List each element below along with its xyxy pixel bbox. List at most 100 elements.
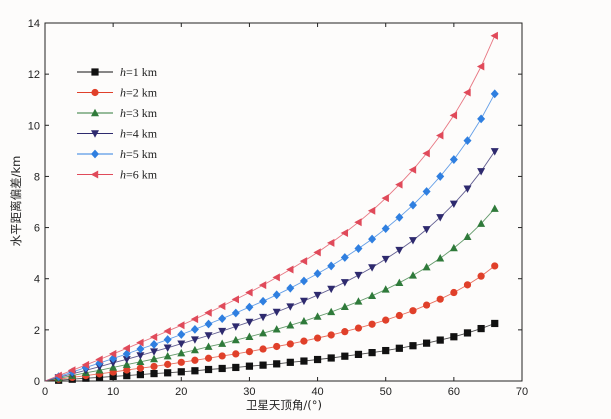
data-point [313,269,322,278]
data-point [177,348,186,357]
data-point [272,325,281,333]
data-point [232,363,240,372]
data-point [272,308,281,317]
data-point [354,324,363,332]
data-point [368,349,376,357]
data-point [340,302,349,311]
legend-marker [91,88,99,97]
y-tick-label: 12 [28,69,40,81]
data-point [491,262,499,270]
legend-marker [91,108,99,117]
data-point [286,283,295,293]
data-point [477,324,485,333]
data-point [68,366,76,375]
data-point [368,264,377,272]
data-point [108,349,117,358]
data-point [204,319,213,329]
data-point [231,323,240,331]
data-point [436,172,445,181]
x-tick-label: 0 [42,386,48,398]
data-point [232,350,240,358]
data-point [204,332,213,340]
data-point [327,238,335,247]
data-point [163,351,172,360]
data-point [313,334,322,342]
y-tick-label: 10 [28,120,40,132]
data-point [449,111,458,120]
data-point [231,295,239,304]
data-point [367,206,376,215]
data-point [450,333,458,341]
data-point [368,320,376,328]
legend-label: h=3 km [120,106,158,120]
legend-item: h=4 km [77,127,158,141]
data-point [395,278,404,287]
data-point [463,136,472,146]
data-point [286,321,295,329]
data-point [436,131,444,140]
legend-label: h=5 km [120,147,158,161]
data-point [381,285,390,293]
data-point [381,224,390,233]
data-point [341,328,349,336]
legend-label: h=6 km [120,168,158,182]
data-point [477,114,486,124]
data-point [395,246,404,255]
y-tick-label: 14 [28,18,40,30]
data-point [217,302,226,311]
data-point [327,261,336,271]
legend-marker [91,149,99,159]
data-point [149,333,158,342]
data-point [340,228,349,237]
data-point [463,88,471,97]
data-point [436,254,445,262]
data-point [177,330,186,339]
data-point [122,349,131,359]
data-point [382,316,390,324]
data-point [164,369,172,377]
data-point [218,364,226,373]
data-point [299,257,308,266]
data-point [273,342,281,351]
data-point [136,364,144,372]
data-point [340,279,349,287]
data-point [354,271,363,280]
series-line [44,323,495,382]
data-point [259,328,268,337]
data-point [204,365,213,374]
data-point [136,371,144,379]
legend-label: h=1 km [120,65,158,79]
data-point [136,357,145,366]
data-point [463,185,472,193]
data-point [81,363,90,372]
series-5 [44,89,499,382]
legend-marker [91,130,99,138]
data-point [150,354,159,363]
data-point [245,318,254,327]
y-tick-label: 4 [34,274,40,286]
data-point [54,371,62,380]
data-point [163,335,172,344]
series-6 [44,31,498,382]
data-point [354,218,362,227]
y-tick-label: 0 [34,376,40,388]
data-point [408,271,417,279]
data-point [231,335,240,344]
data-point [286,340,294,348]
data-point [490,204,499,212]
data-point [300,357,308,365]
legend-item: h=1 km [77,65,158,79]
data-point [436,214,445,222]
series-line [44,265,495,382]
data-point [272,273,280,282]
data-point [381,255,390,264]
legend: h=1 km h=2 km h=3 km h=4 km h=5 km h=6 km [77,65,158,182]
data-point [136,352,145,360]
data-point [299,276,308,286]
data-point [136,338,144,347]
data-point [476,62,485,71]
series-line [44,151,496,382]
data-point [490,31,498,40]
data-point [300,337,308,345]
data-point [368,291,377,300]
